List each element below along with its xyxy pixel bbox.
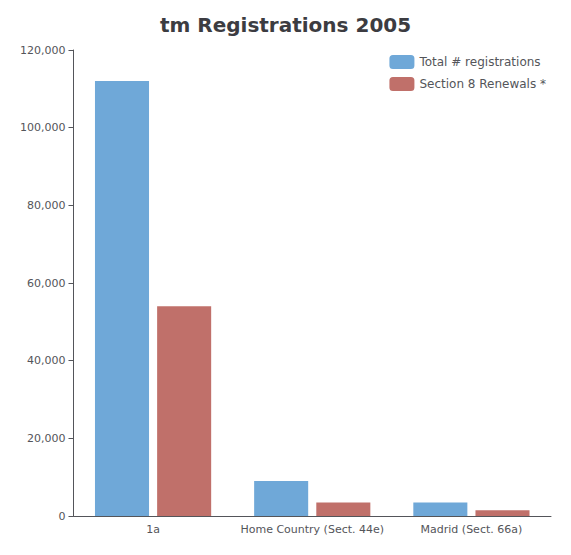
svg-text:Total # registrations: Total # registrations (418, 55, 540, 69)
svg-text:80,000: 80,000 (27, 199, 66, 212)
svg-text:Madrid (Sect. 66a): Madrid (Sect. 66a) (421, 523, 523, 536)
svg-text:tm Registrations 2005: tm Registrations 2005 (160, 13, 411, 37)
svg-text:1a: 1a (146, 523, 160, 536)
svg-text:40,000: 40,000 (27, 354, 66, 367)
svg-text:Section 8 Renewals *: Section 8 Renewals * (419, 77, 546, 91)
svg-text:60,000: 60,000 (27, 277, 66, 290)
svg-text:120,000: 120,000 (20, 44, 66, 57)
svg-text:20,000: 20,000 (27, 432, 66, 445)
svg-text:Home Country (Sect. 44e): Home Country (Sect. 44e) (240, 523, 384, 536)
svg-text:100,000: 100,000 (20, 121, 66, 134)
svg-text:0: 0 (58, 510, 65, 523)
